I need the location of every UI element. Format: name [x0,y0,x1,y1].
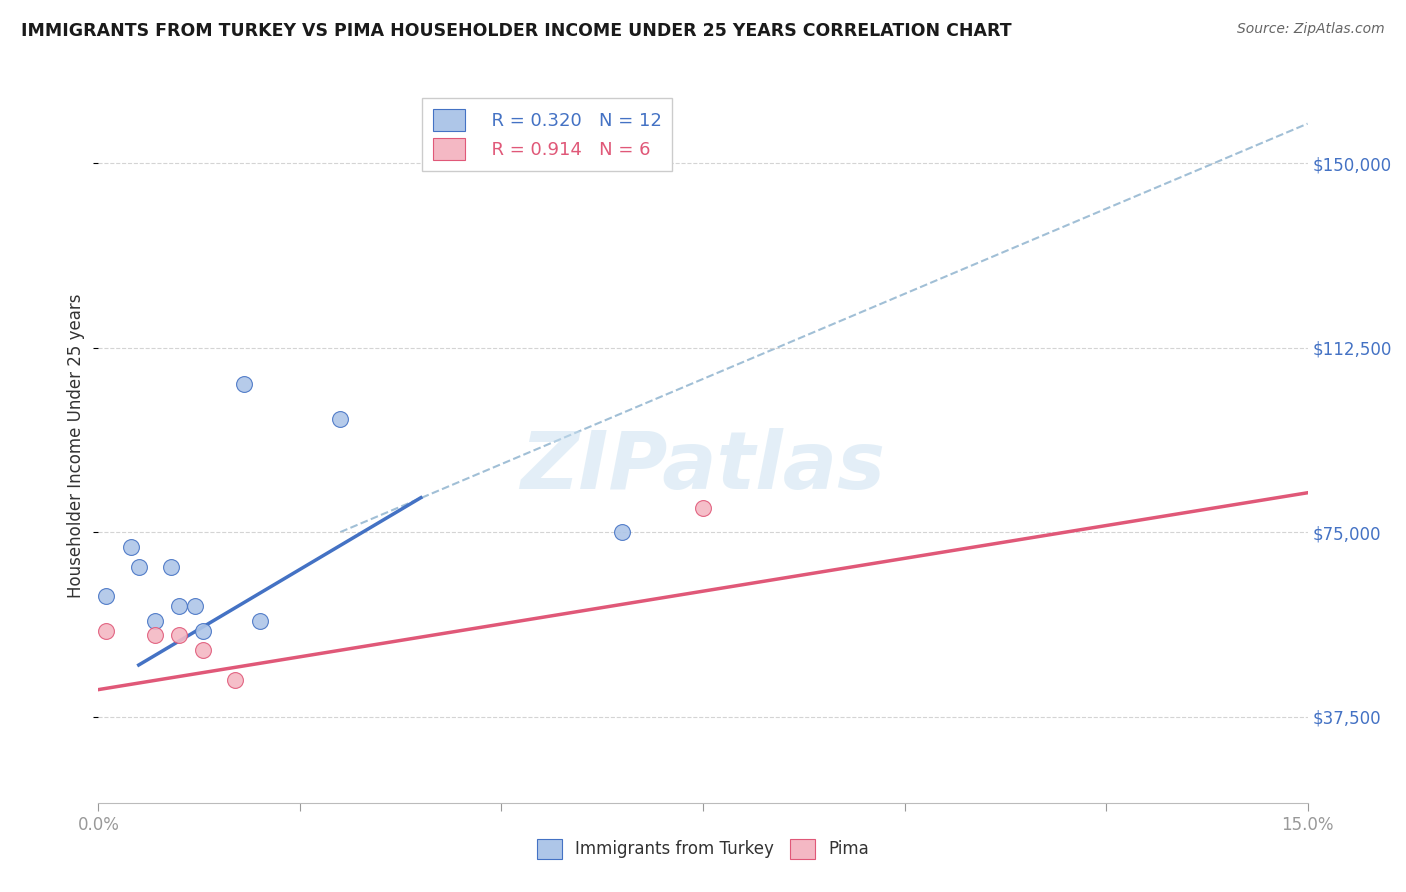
Point [224,673,246,687]
Point [612,525,634,540]
Text: IMMIGRANTS FROM TURKEY VS PIMA HOUSEHOLDER INCOME UNDER 25 YEARS CORRELATION CHA: IMMIGRANTS FROM TURKEY VS PIMA HOUSEHOLD… [21,22,1012,40]
Text: ZIPatlas: ZIPatlas [520,428,886,507]
Point [143,614,166,628]
Point [232,377,254,392]
Point [184,599,207,613]
Point [167,599,190,613]
Text: Source: ZipAtlas.com: Source: ZipAtlas.com [1237,22,1385,37]
Point [692,500,714,515]
Point [128,559,150,574]
Point [143,628,166,642]
Point [329,412,352,426]
Y-axis label: Householder Income Under 25 years: Householder Income Under 25 years [67,293,86,599]
Point [96,624,118,638]
Point [249,614,271,628]
Point [96,589,118,603]
Legend: Immigrants from Turkey, Pima: Immigrants from Turkey, Pima [530,832,876,866]
Point [160,559,183,574]
Point [193,643,215,657]
Point [167,628,190,642]
Point [120,540,142,554]
Point [193,624,215,638]
